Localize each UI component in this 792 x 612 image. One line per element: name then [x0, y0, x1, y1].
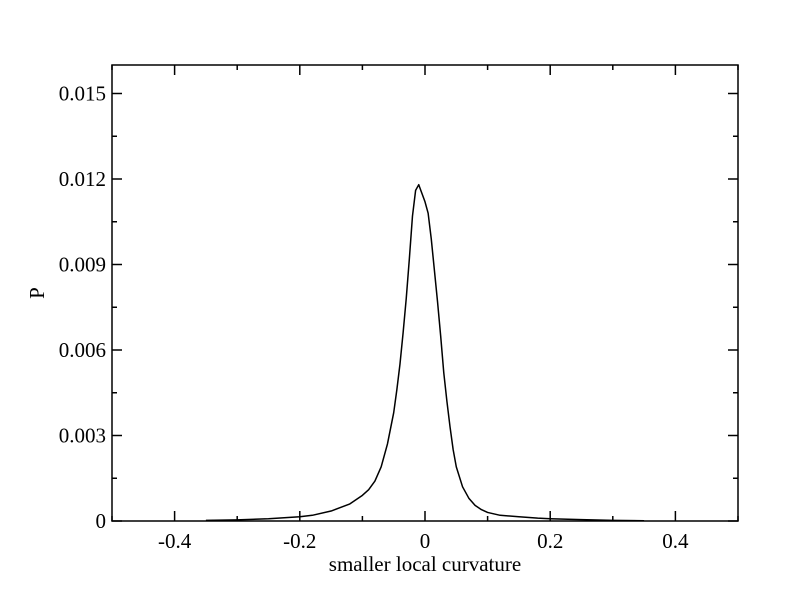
x-axis-label: smaller local curvature: [329, 552, 521, 576]
x-tick-label: -0.2: [283, 529, 316, 553]
plot-frame: [111, 64, 739, 522]
x-tick-label: 0.4: [662, 529, 689, 553]
tick-labels: -0.4 -0.2 0 0.2 0.4 0 0.003 0.006 0.009 0.012 0.01…: [59, 82, 689, 554]
y-tick-label: 0.009: [59, 253, 106, 277]
y-tick-label: 0.015: [59, 82, 106, 106]
series-line: [205, 183, 645, 522]
axis-ticks: [111, 65, 739, 522]
y-tick-label: 0.003: [59, 424, 106, 448]
y-axis-label: P: [25, 287, 49, 299]
x-tick-label: 0.2: [537, 529, 563, 553]
y-tick-label: 0.006: [59, 338, 106, 362]
x-tick-label: -0.4: [158, 529, 192, 553]
y-tick-label: 0: [96, 509, 107, 533]
y-tick-label: 0.012: [59, 167, 106, 191]
x-tick-label: 0: [420, 529, 431, 553]
